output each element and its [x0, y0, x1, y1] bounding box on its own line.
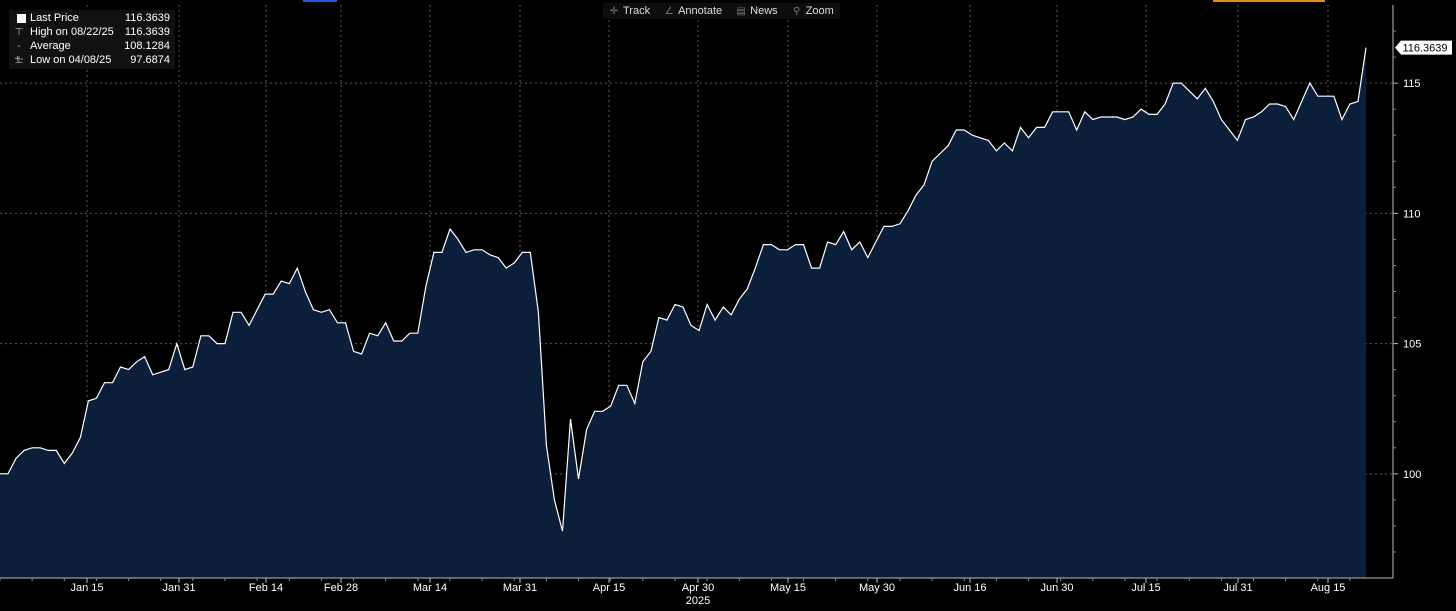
news-label: News	[750, 5, 778, 17]
last-price-tag-label: 116.3639	[1402, 43, 1447, 55]
chart-toolbar: ✛ Track ∠ Annotate ▤ News ⚲ Zoom	[603, 3, 840, 19]
news-button[interactable]: ▤ News	[730, 3, 784, 19]
x-tick-label: Mar 31	[503, 582, 537, 594]
zoom-label: Zoom	[805, 5, 834, 17]
accent-bar-orange	[1213, 0, 1325, 2]
y-tick-label: 110	[1403, 208, 1421, 220]
x-tick-label: Jul 15	[1131, 582, 1160, 594]
accent-bar-blue	[303, 0, 337, 2]
newspaper-icon: ▤	[736, 5, 746, 17]
y-tick-label: 115	[1403, 78, 1421, 90]
magnifier-icon: ⚲	[792, 5, 801, 17]
legend-row-last-price: Last Price 116.3639	[9, 12, 175, 25]
last-price-tag: 116.3639	[1395, 40, 1452, 55]
high-marker-icon: ⊤	[14, 27, 24, 38]
legend-row-low: ⊥ Low on 04/08/25 97.6874	[9, 54, 175, 67]
legend-value: 116.3639	[124, 12, 170, 24]
x-tick-label: Jul 31	[1223, 582, 1252, 594]
x-tick-label: Jan 15	[70, 582, 103, 594]
price-legend[interactable]: Last Price 116.3639 ⊤ High on 08/22/25 1…	[9, 10, 175, 69]
legend-row-high: ⊤ High on 08/22/25 116.3639	[9, 26, 175, 39]
x-axis-year-label: 2025	[686, 595, 710, 607]
crosshair-icon: ✛	[609, 5, 619, 17]
x-tick-label: Jun 30	[1040, 582, 1073, 594]
legend-label: High on 08/22/25	[30, 26, 114, 38]
legend-value: 108.1284	[124, 40, 170, 52]
x-tick-label: Mar 14	[413, 582, 447, 594]
area-fill	[0, 47, 1366, 579]
legend-value: 116.3639	[124, 26, 170, 38]
annotate-button[interactable]: ∠ Annotate	[658, 3, 728, 19]
legend-value: 97.6874	[130, 54, 170, 66]
y-axis: 100 105 110 115	[1392, 5, 1421, 578]
x-tick-label: Jun 16	[953, 582, 986, 594]
low-marker-icon: ⊥	[14, 55, 24, 66]
y-tick-label: 100	[1403, 469, 1421, 481]
x-tick-label: Jan 31	[162, 582, 195, 594]
legend-label: Last Price	[30, 12, 79, 24]
legend-label: Average	[30, 40, 71, 52]
x-tick-label: Aug 15	[1311, 582, 1346, 594]
price-line	[0, 47, 1367, 532]
area-series	[0, 47, 1367, 579]
x-tick-label: Feb 14	[249, 582, 283, 594]
x-tick-label: May 30	[859, 582, 895, 594]
y-tick-label: 105	[1403, 339, 1421, 351]
x-axis: Jan 15 Jan 31 Feb 14 Feb 28 Mar 14 Mar 31 Apr …	[0, 577, 1393, 594]
x-tick-label: Feb 28	[324, 582, 358, 594]
x-tick-label: May 15	[770, 582, 806, 594]
track-button[interactable]: ✛ Track	[603, 3, 656, 19]
last-price-swatch	[17, 14, 26, 23]
annotate-label: Annotate	[678, 5, 723, 17]
x-tick-label: Apr 15	[593, 582, 625, 594]
zoom-button[interactable]: ⚲ Zoom	[786, 3, 840, 19]
pencil-icon: ∠	[664, 5, 674, 17]
x-tick-label: Apr 30	[682, 582, 714, 594]
track-label: Track	[623, 5, 651, 17]
average-marker-icon: -+-	[14, 41, 24, 65]
last-price-tag-box	[1395, 40, 1452, 55]
legend-label: Low on 04/08/25	[30, 54, 112, 66]
legend-row-average: -+- Average 108.1284	[9, 40, 175, 65]
